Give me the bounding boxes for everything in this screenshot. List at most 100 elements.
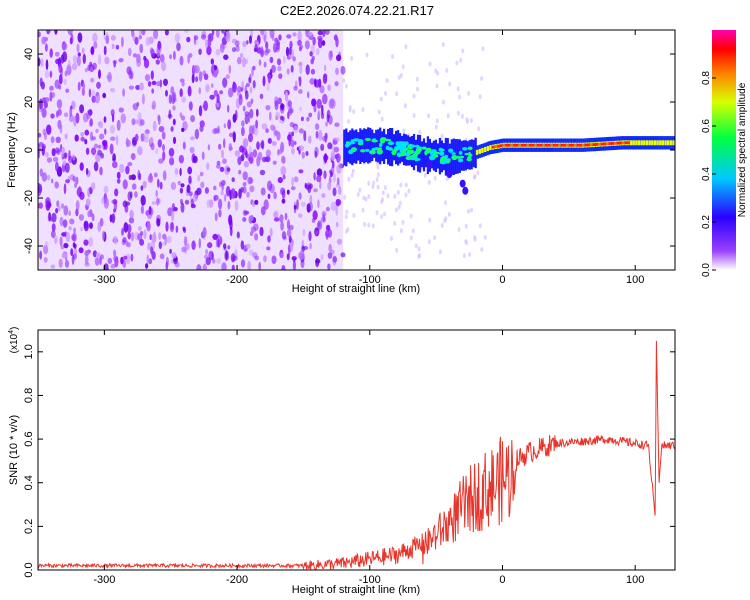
ridge-core-outer: [669, 140, 673, 146]
noise-speck: [335, 67, 339, 76]
noise-speck: [43, 244, 49, 255]
transition-speck: [376, 164, 380, 170]
x-tick-label: 100: [626, 274, 644, 286]
noise-speck: [130, 174, 136, 181]
noise-speck: [218, 198, 223, 210]
noise-speck: [103, 45, 107, 56]
colorbar-tick-label: 0.4: [701, 167, 712, 181]
noise-speck: [172, 118, 176, 126]
noise-speck: [188, 191, 193, 197]
ridge-band: [428, 138, 431, 172]
ridge-blob: [432, 151, 440, 155]
noise-speck: [309, 51, 313, 57]
noise-speck: [125, 240, 129, 247]
noise-speck: [43, 132, 48, 140]
ridge-blob: [444, 154, 449, 158]
ridge-core-outer: [486, 146, 489, 152]
noise-speck: [291, 131, 295, 137]
noise-speck: [279, 214, 284, 223]
noise-speck: [55, 207, 59, 214]
ridge-band: [546, 138, 549, 152]
noise-speck: [69, 37, 73, 45]
transition-speck: [468, 252, 472, 257]
ridge-core-outer: [637, 140, 641, 146]
transition-speck: [385, 78, 389, 84]
transition-speck: [396, 189, 400, 195]
noise-speck: [110, 34, 116, 41]
noise-speck: [137, 146, 143, 156]
noise-speck: [186, 184, 191, 194]
noise-speck: [49, 70, 53, 78]
noise-speck: [167, 113, 173, 119]
noise-speck: [179, 88, 183, 98]
noise-speck: [327, 181, 332, 191]
ridge-core-inner: [550, 143, 553, 147]
x-tick-label: -300: [93, 274, 115, 286]
noise-speck: [270, 124, 275, 131]
noise-speck: [158, 126, 165, 133]
ridge-core-outer: [640, 140, 643, 146]
ridge-core-inner: [621, 141, 625, 145]
noise-speck: [222, 77, 228, 88]
transition-speck: [414, 243, 418, 249]
noise-region: [38, 30, 491, 270]
x-tick-label: -200: [226, 574, 248, 586]
noise-speck: [319, 179, 322, 190]
noise-speck: [53, 235, 58, 245]
noise-speck: [76, 190, 80, 195]
noise-speck: [308, 135, 312, 144]
ridge-blob: [468, 153, 473, 157]
noise-speck: [292, 32, 297, 37]
noise-speck: [171, 210, 175, 222]
noise-speck: [129, 209, 134, 219]
noise-speck: [92, 32, 98, 43]
ridge-core-inner: [560, 143, 564, 147]
ridge-core-inner: [611, 142, 614, 145]
noise-speck: [111, 199, 117, 204]
noise-speck: [181, 246, 187, 253]
noise-speck: [91, 136, 97, 141]
noise-speck: [76, 43, 80, 53]
noise-speck: [293, 125, 299, 133]
transition-speck: [383, 185, 387, 191]
ridge-band: [474, 137, 477, 169]
noise-speck: [180, 115, 186, 121]
ridge-core-inner: [568, 143, 572, 147]
noise-speck: [316, 220, 323, 231]
noise-speck: [181, 127, 185, 132]
noise-speck: [317, 199, 320, 209]
ridge-core-inner: [505, 143, 508, 147]
noise-speck: [291, 176, 294, 188]
transition-speck: [393, 194, 397, 199]
noise-speck: [241, 126, 245, 137]
colorbar-gradient: [712, 30, 736, 270]
noise-speck: [231, 47, 237, 53]
x-tick-label: -100: [359, 274, 381, 286]
noise-speck: [159, 181, 163, 190]
transition-speck: [443, 218, 447, 224]
ridge-band: [462, 140, 465, 171]
noise-speck: [71, 254, 75, 265]
noise-speck: [199, 120, 205, 128]
ridge-core-inner: [592, 143, 596, 146]
noise-speck: [127, 191, 132, 202]
noise-speck: [73, 243, 77, 249]
ridge-blob: [424, 150, 428, 156]
ridge-band: [361, 129, 364, 163]
noise-speck: [169, 54, 173, 60]
noise-speck: [48, 212, 51, 222]
noise-speck: [249, 151, 254, 158]
noise-speck: [238, 169, 242, 175]
noise-speck: [280, 165, 287, 176]
noise-speck: [254, 199, 259, 205]
noise-speck: [286, 229, 292, 238]
noise-speck: [328, 243, 333, 253]
noise-speck: [190, 198, 195, 207]
ridge-tail: [459, 179, 466, 188]
noise-speck: [249, 86, 253, 94]
noise-speck: [69, 107, 73, 117]
noise-speck: [263, 255, 267, 263]
noise-speck: [269, 30, 275, 39]
noise-speck: [282, 156, 286, 164]
noise-speck: [241, 120, 245, 127]
